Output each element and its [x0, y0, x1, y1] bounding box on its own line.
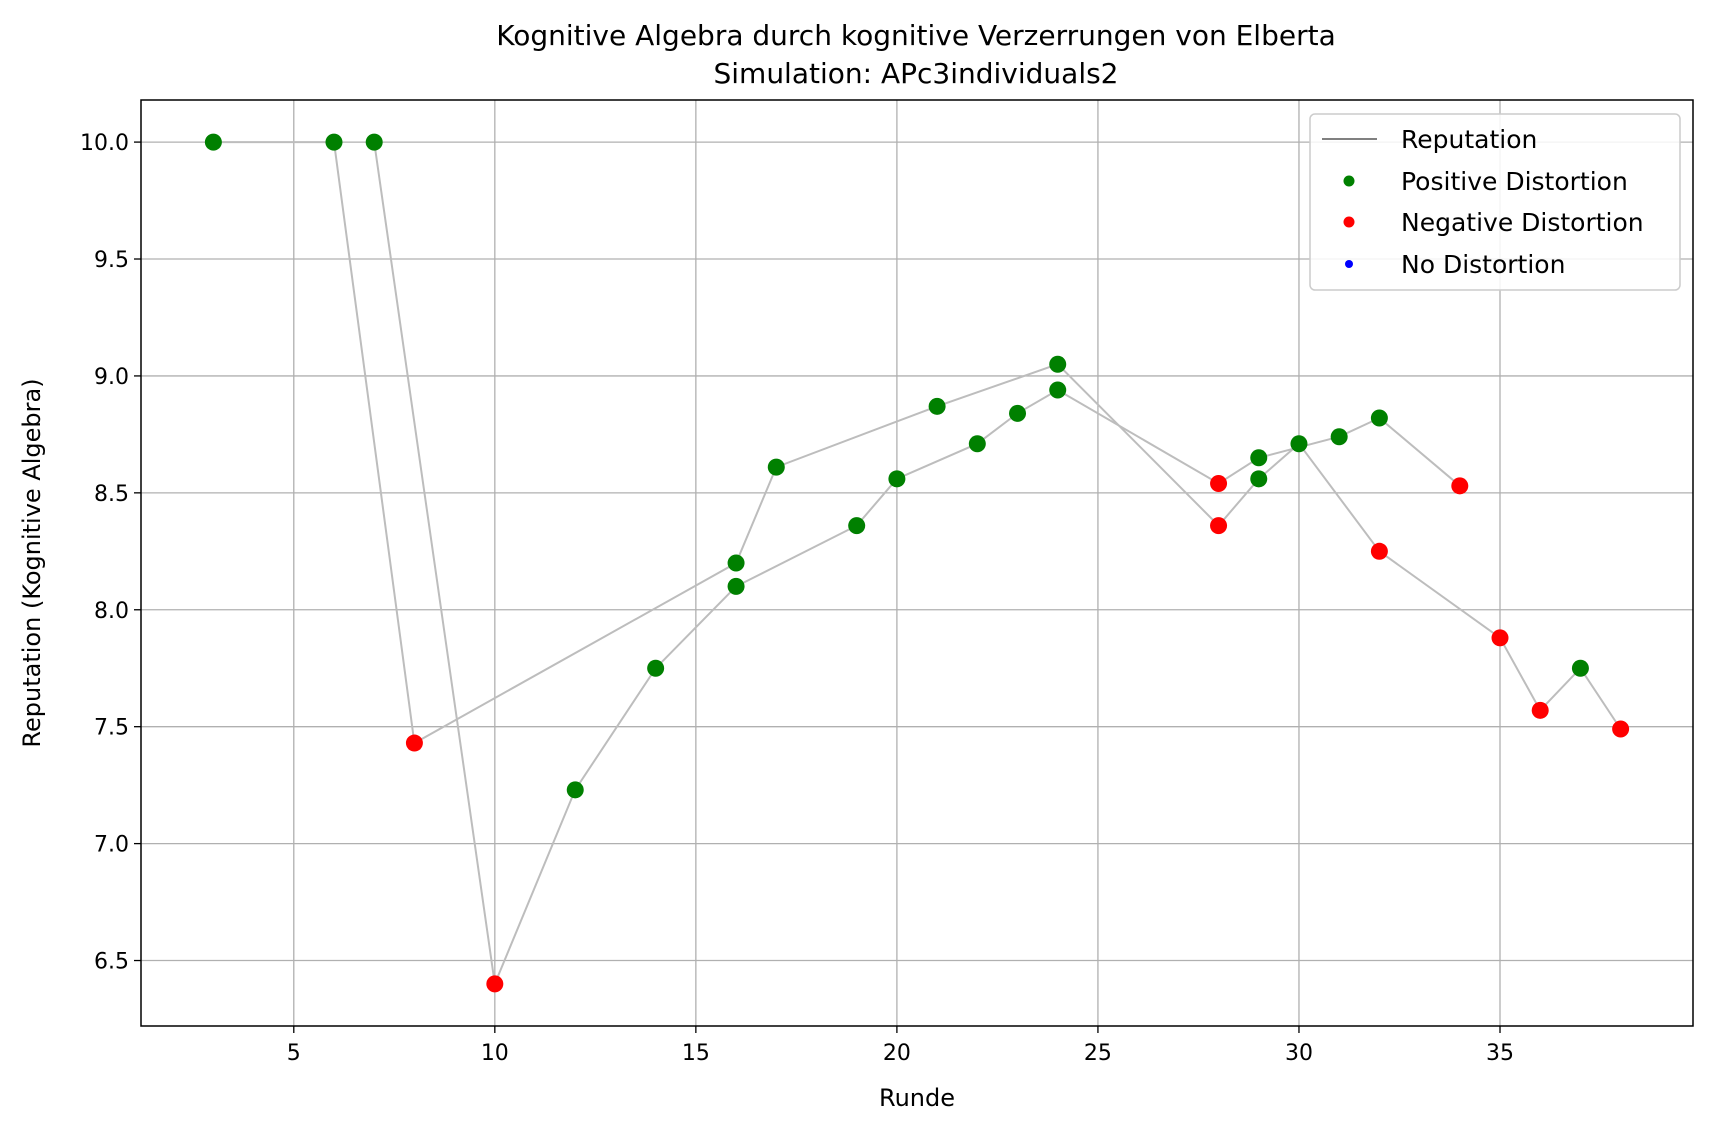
- y-tick-label: 6.5: [94, 950, 129, 975]
- data-point-positive: [968, 435, 986, 453]
- x-axis-label: Runde: [879, 1084, 955, 1112]
- data-point-positive: [767, 458, 785, 476]
- data-point-positive: [1250, 470, 1268, 488]
- chart-title: Kognitive Algebra durch kognitive Verzer…: [496, 19, 1335, 52]
- data-point-positive: [647, 659, 665, 677]
- y-tick-label: 9.5: [94, 248, 129, 273]
- data-point-positive: [928, 397, 946, 415]
- x-tick-label: 30: [1285, 1041, 1313, 1066]
- data-point-positive: [325, 133, 343, 151]
- data-point-positive: [1330, 428, 1348, 446]
- x-tick-label: 25: [1084, 1041, 1112, 1066]
- data-point-positive: [888, 470, 906, 488]
- y-tick-label: 10.0: [80, 131, 129, 156]
- grid-lines: [141, 100, 1693, 1026]
- y-tick-label: 7.5: [94, 716, 129, 741]
- x-tick-label: 35: [1486, 1041, 1514, 1066]
- legend-label-none: No Distortion: [1401, 250, 1565, 279]
- data-points: [204, 133, 1630, 993]
- legend-marker-negative: [1343, 216, 1355, 228]
- data-point-positive: [204, 133, 222, 151]
- data-point-positive: [1290, 435, 1308, 453]
- data-point-negative: [405, 734, 423, 752]
- chart-subtitle: Simulation: APc3individuals2: [713, 57, 1118, 90]
- legend-label-positive: Positive Distortion: [1401, 167, 1628, 196]
- y-axis-label: Reputation (Kognitive Algebra): [18, 378, 46, 747]
- data-point-positive: [727, 554, 745, 572]
- x-tick-label: 20: [883, 1041, 911, 1066]
- data-point-negative: [1451, 477, 1469, 495]
- data-point-positive: [566, 781, 584, 799]
- data-point-negative: [1370, 542, 1388, 560]
- data-point-negative: [1531, 701, 1549, 719]
- data-point-positive: [1049, 381, 1067, 399]
- data-point-positive: [1571, 659, 1589, 677]
- data-point-positive: [848, 517, 866, 535]
- y-tick-label: 7.0: [94, 833, 129, 858]
- legend-label-negative: Negative Distortion: [1401, 208, 1644, 237]
- data-point-negative: [1612, 720, 1630, 738]
- data-point-negative: [1210, 474, 1228, 492]
- y-tick-label: 8.5: [94, 482, 129, 507]
- legend: Reputation Positive Distortion Negative …: [1309, 113, 1681, 291]
- y-tick-label: 9.0: [94, 365, 129, 390]
- plot-area-frame: [140, 99, 1694, 1027]
- data-point-positive: [365, 133, 383, 151]
- data-point-negative: [1491, 629, 1509, 647]
- x-tick-label: 10: [481, 1041, 509, 1066]
- legend-marker-positive: [1343, 175, 1355, 187]
- data-point-positive: [1250, 449, 1268, 467]
- y-tick-label: 8.0: [94, 599, 129, 624]
- legend-box: [1309, 113, 1681, 291]
- data-point-negative: [486, 975, 504, 993]
- legend-label-reputation: Reputation: [1401, 125, 1537, 154]
- data-point-negative: [1210, 517, 1228, 535]
- legend-marker-none: [1345, 260, 1353, 268]
- data-point-positive: [1049, 355, 1067, 373]
- x-axis-ticks: 5 10 15 20 25 30 35: [287, 1026, 1514, 1066]
- data-point-positive: [1009, 404, 1027, 422]
- y-axis-ticks: 6.5 7.0 7.5 8.0 8.5 9.0 9.5 10.0: [80, 131, 141, 975]
- x-tick-label: 15: [682, 1041, 710, 1066]
- data-point-positive: [727, 577, 745, 595]
- x-tick-label: 5: [287, 1041, 301, 1066]
- data-point-positive: [1370, 409, 1388, 427]
